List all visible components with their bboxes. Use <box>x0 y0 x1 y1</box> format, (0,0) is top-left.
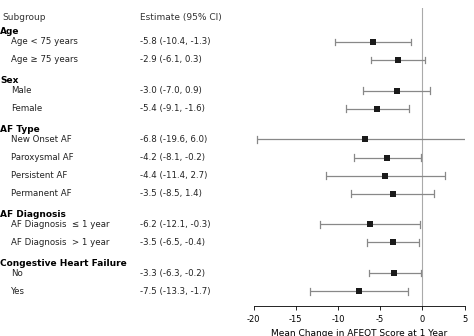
Text: AF Type: AF Type <box>0 125 40 134</box>
Text: Permanent AF: Permanent AF <box>11 189 72 198</box>
X-axis label: Mean Change in AFEQT Score at 1 Year: Mean Change in AFEQT Score at 1 Year <box>271 329 447 336</box>
Text: Sex: Sex <box>0 76 18 85</box>
Text: -3.5 (-8.5, 1.4): -3.5 (-8.5, 1.4) <box>140 189 202 198</box>
Text: Male: Male <box>11 86 31 95</box>
Text: -6.8 (-19.6, 6.0): -6.8 (-19.6, 6.0) <box>140 135 207 144</box>
Text: New Onset AF: New Onset AF <box>11 135 72 144</box>
Text: Subgroup: Subgroup <box>3 13 46 22</box>
Text: -3.3 (-6.3, -0.2): -3.3 (-6.3, -0.2) <box>140 269 205 278</box>
Text: -7.5 (-13.3, -1.7): -7.5 (-13.3, -1.7) <box>140 287 210 296</box>
Text: No: No <box>11 269 23 278</box>
Text: Age < 75 years: Age < 75 years <box>11 37 78 46</box>
Text: AF Diagnosis  ≤ 1 year: AF Diagnosis ≤ 1 year <box>11 220 109 229</box>
Text: Congestive Heart Failure: Congestive Heart Failure <box>0 259 127 268</box>
Text: -4.4 (-11.4, 2.7): -4.4 (-11.4, 2.7) <box>140 171 207 180</box>
Text: -2.9 (-6.1, 0.3): -2.9 (-6.1, 0.3) <box>140 55 201 65</box>
Text: -5.8 (-10.4, -1.3): -5.8 (-10.4, -1.3) <box>140 37 210 46</box>
Text: Age: Age <box>0 28 19 36</box>
Text: Estimate (95% CI): Estimate (95% CI) <box>140 13 221 22</box>
Text: -3.5 (-6.5, -0.4): -3.5 (-6.5, -0.4) <box>140 238 205 247</box>
Text: Age ≥ 75 years: Age ≥ 75 years <box>11 55 78 65</box>
Text: -4.2 (-8.1, -0.2): -4.2 (-8.1, -0.2) <box>140 153 205 162</box>
Text: Paroxysmal AF: Paroxysmal AF <box>11 153 73 162</box>
Text: Female: Female <box>11 104 42 113</box>
Text: Persistent AF: Persistent AF <box>11 171 67 180</box>
Text: -6.2 (-12.1, -0.3): -6.2 (-12.1, -0.3) <box>140 220 210 229</box>
Text: AF Diagnosis  > 1 year: AF Diagnosis > 1 year <box>11 238 109 247</box>
Text: Yes: Yes <box>11 287 25 296</box>
Text: -5.4 (-9.1, -1.6): -5.4 (-9.1, -1.6) <box>140 104 205 113</box>
Text: -3.0 (-7.0, 0.9): -3.0 (-7.0, 0.9) <box>140 86 201 95</box>
Text: AF Diagnosis: AF Diagnosis <box>0 210 66 219</box>
